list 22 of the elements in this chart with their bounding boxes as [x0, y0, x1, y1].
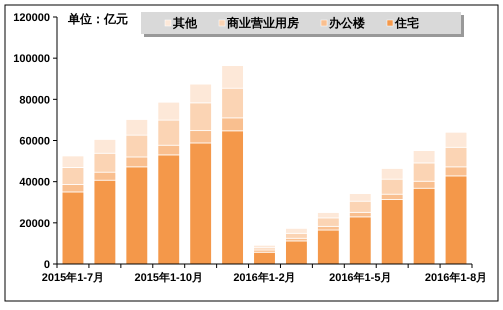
bar	[253, 252, 276, 264]
x-tick-label: 2016年1-8月	[424, 271, 488, 284]
y-tick-label: 80000	[19, 94, 50, 106]
legend-label: 办公楼	[328, 16, 366, 30]
y-tick-label: 100000	[13, 53, 50, 66]
bar	[253, 244, 276, 248]
x-tick-label: 2016年1-5月	[329, 271, 392, 284]
x-tick-label: 2016年1-2月	[233, 271, 296, 284]
y-tick-label: 40000	[19, 176, 50, 189]
x-tick-label: 2015年1-10月	[134, 271, 203, 284]
y-tick-label: 120000	[13, 12, 50, 24]
bar	[349, 216, 372, 264]
bar	[317, 230, 340, 264]
legend-label: 商业营业用房	[226, 16, 299, 30]
y-tick-label: 60000	[19, 136, 50, 148]
legend-label: 住宅	[394, 16, 419, 30]
y-tick-label: 20000	[19, 218, 50, 230]
x-tick-label: 2015年1-7月	[42, 271, 104, 284]
bar	[285, 240, 308, 264]
annotation: 单位：亿元	[67, 12, 128, 26]
y-tick-label: 0	[44, 259, 50, 271]
legend-label: 其他	[172, 16, 198, 30]
